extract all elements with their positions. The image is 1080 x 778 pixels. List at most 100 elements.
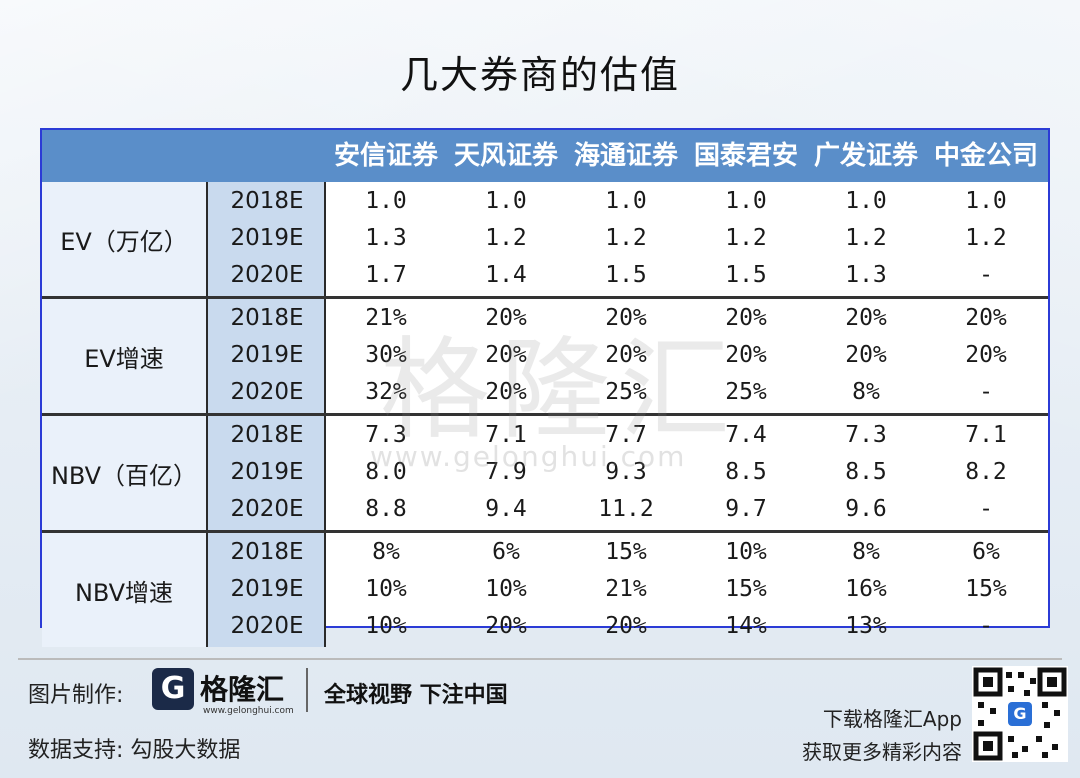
year-column: 2018E 2019E 2020E	[206, 299, 326, 413]
metric-label: NBV（百亿）	[42, 416, 206, 530]
qr-code[interactable]: G	[972, 666, 1068, 762]
table-cell: 20%	[485, 613, 527, 639]
table-cell: 30%	[365, 342, 407, 368]
table-cell: 20%	[725, 342, 767, 368]
table-cell: 8%	[852, 539, 880, 565]
table-cell: 6%	[492, 539, 520, 565]
table-cell: 21%	[365, 305, 407, 331]
table-cell: 20%	[845, 305, 887, 331]
table-cell: 20%	[485, 305, 527, 331]
metric-label: EV（万亿）	[42, 182, 206, 296]
table-cell: 1.0	[965, 188, 1007, 214]
table-cell: 1.0	[485, 188, 527, 214]
table-cell: 25%	[725, 379, 767, 405]
logo-url: www.gelonghui.com	[203, 706, 294, 716]
year-label: 2019E	[230, 459, 304, 485]
year-label: 2018E	[230, 422, 304, 448]
qr-pattern	[973, 667, 1067, 761]
year-label: 2020E	[230, 379, 304, 405]
year-label: 2019E	[230, 576, 304, 602]
column-header: 国泰君安	[693, 141, 798, 171]
year-label: 2019E	[230, 225, 304, 251]
year-column: 2018E 2019E 2020E	[206, 182, 326, 296]
table-cell: 10%	[365, 613, 407, 639]
table-cell: 8%	[852, 379, 880, 405]
table-cell: 1.3	[365, 225, 407, 251]
table-cell: 20%	[965, 342, 1007, 368]
table-cell: 8.8	[365, 496, 407, 522]
table-cell: -	[979, 613, 993, 639]
column-header: 广发证券	[813, 141, 918, 171]
table-cell: 13%	[845, 613, 887, 639]
table-cell: 25%	[605, 379, 647, 405]
table-cell: 20%	[605, 613, 647, 639]
table-cell: -	[979, 496, 993, 522]
table-cell: 10%	[725, 539, 767, 565]
table-cell: 1.0	[605, 188, 647, 214]
table-cell: 1.2	[965, 225, 1007, 251]
table-cell: 1.0	[725, 188, 767, 214]
table-cell: 15%	[965, 576, 1007, 602]
table-cell: 20%	[605, 342, 647, 368]
group-separator	[42, 530, 1048, 533]
metric-group: NBV（百亿） 2018E 2019E 2020E 7.3 7.1 7.7 7.4 7.3 7.1…	[42, 416, 1048, 530]
year-label: 2018E	[230, 539, 304, 565]
logo-text: 格隆汇	[200, 673, 285, 706]
table-cell: 20%	[845, 342, 887, 368]
year-label: 2019E	[230, 342, 304, 368]
table-cell: 8.5	[725, 459, 767, 485]
table-cell: 11.2	[598, 496, 654, 522]
table-cell: 20%	[485, 379, 527, 405]
table-cell: 20%	[605, 305, 647, 331]
year-column: 2018E 2019E 2020E	[206, 533, 326, 647]
year-label: 2020E	[230, 613, 304, 639]
table-cell: 7.3	[845, 422, 887, 448]
year-label: 2018E	[230, 188, 304, 214]
metric-group: EV（万亿） 2018E 2019E 2020E 1.0 1.0 1.0 1.0 1.0 1.0 1…	[42, 182, 1048, 296]
table-header: 安信证券 天风证券 海通证券 国泰君安 广发证券 中金公司	[42, 130, 1048, 182]
table-cell: 8%	[372, 539, 400, 565]
table-cell: 20%	[965, 305, 1007, 331]
table-cell: 21%	[605, 576, 647, 602]
table-cell: 7.7	[605, 422, 647, 448]
table-cell: 1.2	[485, 225, 527, 251]
table-cell: 8.5	[845, 459, 887, 485]
logo-icon: G	[152, 668, 194, 710]
table-cell: 9.3	[605, 459, 647, 485]
table-cell: 14%	[725, 613, 767, 639]
table-cell: 7.4	[725, 422, 767, 448]
app-promo-text: 获取更多精彩内容	[802, 740, 962, 764]
table-cell: 20%	[725, 305, 767, 331]
table-cell: 16%	[845, 576, 887, 602]
table-cell: 15%	[725, 576, 767, 602]
table-cell: 10%	[365, 576, 407, 602]
table-cell: 1.3	[845, 262, 887, 288]
group-separator	[42, 413, 1048, 416]
table-cell: 7.1	[965, 422, 1007, 448]
table-cell: 9.7	[725, 496, 767, 522]
year-label: 2020E	[230, 496, 304, 522]
table-cell: 8.0	[365, 459, 407, 485]
page-title: 几大券商的估值	[399, 53, 680, 97]
table-cell: 1.7	[365, 262, 407, 288]
table-cell: -	[979, 262, 993, 288]
data-support: 数据支持: 勾股大数据	[28, 738, 241, 763]
table-cell: 1.5	[605, 262, 647, 288]
table-cell: 1.0	[365, 188, 407, 214]
table-cell: 7.3	[365, 422, 407, 448]
table-cell: 7.9	[485, 459, 527, 485]
valuation-table: 安信证券 天风证券 海通证券 国泰君安 广发证券 中金公司 EV（万亿） 2018…	[40, 128, 1050, 647]
year-column: 2018E 2019E 2020E	[206, 416, 326, 530]
column-header: 安信证券	[333, 141, 438, 171]
table-cell: -	[979, 379, 993, 405]
column-header: 海通证券	[573, 141, 678, 171]
table-cell: 6%	[972, 539, 1000, 565]
table-cell: 1.5	[725, 262, 767, 288]
footer-separator	[306, 668, 308, 712]
qr-logo-icon: G	[1008, 702, 1032, 726]
table-cell: 9.4	[485, 496, 527, 522]
slogan: 全球视野 下注中国	[324, 683, 508, 708]
metric-group: EV增速 2018E 2019E 2020E 21% 20% 20% 20% 20% 20% 30%…	[42, 299, 1048, 413]
year-label: 2018E	[230, 305, 304, 331]
table-cell: 32%	[365, 379, 407, 405]
